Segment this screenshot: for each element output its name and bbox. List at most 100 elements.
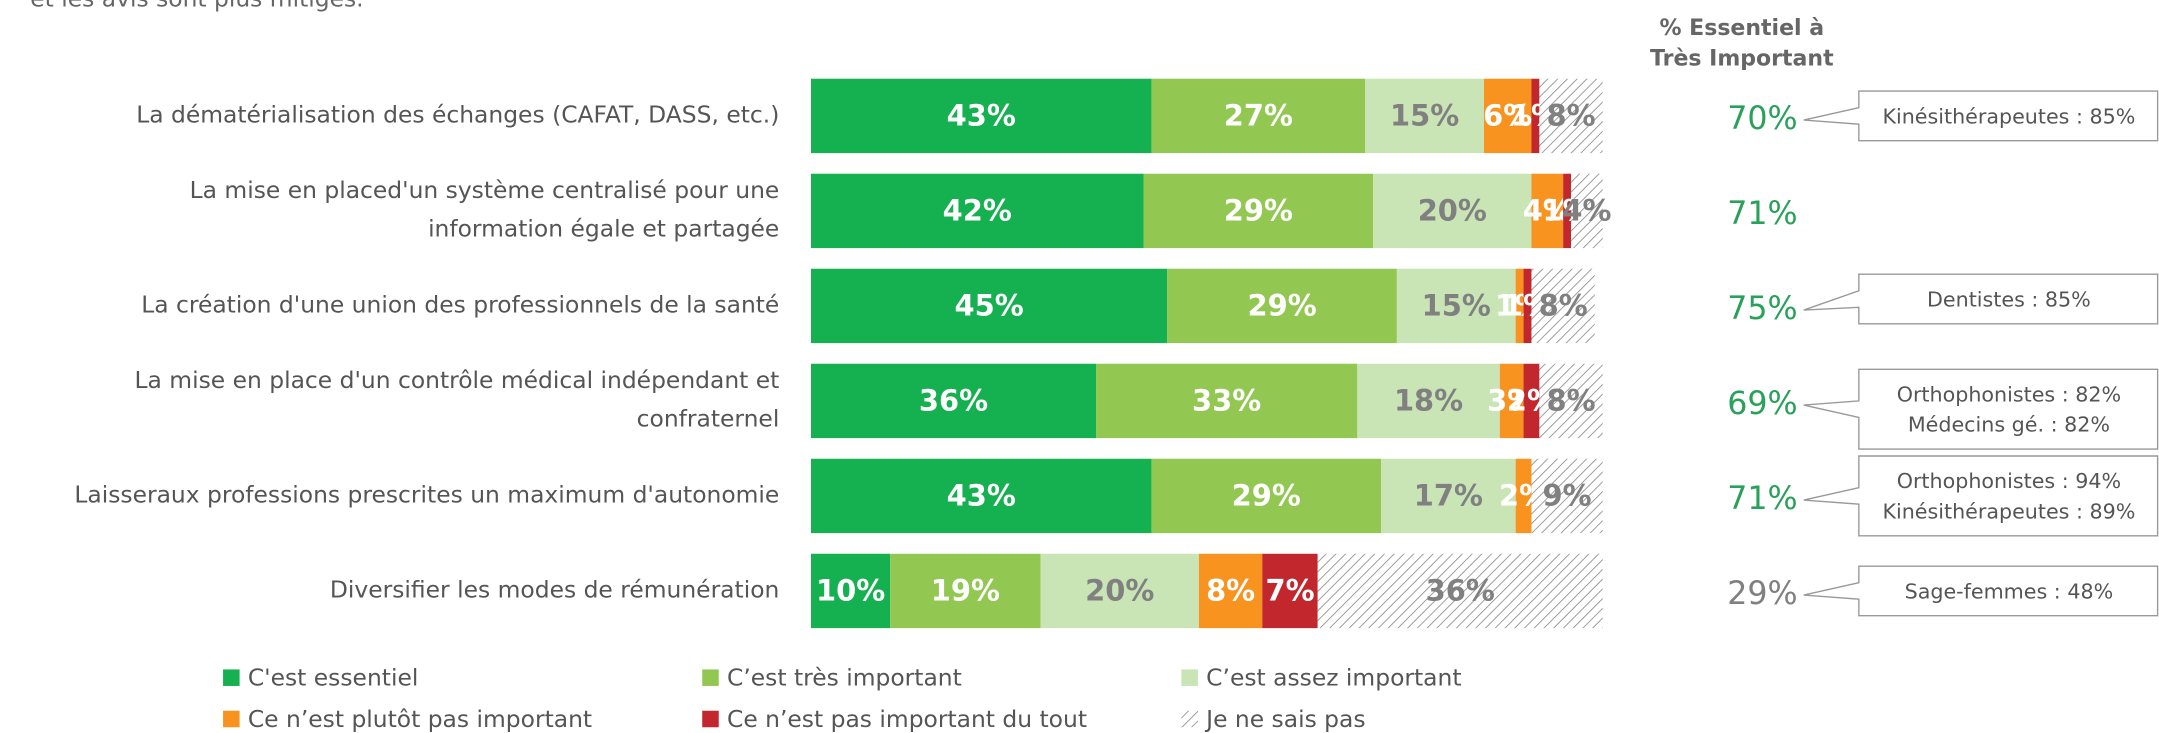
category-label: Diversifier les modes de rémunération bbox=[330, 575, 779, 603]
category-label: La mise en place d'un contrôle médical i… bbox=[134, 366, 779, 394]
data-label: 7% bbox=[1265, 573, 1314, 607]
category-label: Laisseraux professions prescrites un max… bbox=[74, 480, 779, 508]
category-label: confraternel bbox=[637, 405, 780, 433]
callout-box bbox=[1803, 455, 2159, 537]
bar-segment bbox=[811, 173, 1144, 249]
bar-segment bbox=[811, 268, 1168, 344]
callout-text: Kinésithérapeutes : 85% bbox=[1882, 104, 2135, 128]
data-label: 43% bbox=[947, 98, 1016, 132]
bar-segment bbox=[1373, 173, 1532, 249]
legend-label: C’est assez important bbox=[1206, 664, 1461, 692]
data-label: 6% bbox=[1483, 98, 1532, 132]
data-label: 9% bbox=[1543, 478, 1592, 512]
data-label: 4% bbox=[1562, 193, 1611, 227]
callout-text: Médecins gé. : 82% bbox=[1908, 413, 2110, 437]
legend-label: C’est très important bbox=[727, 664, 962, 692]
data-label: 43% bbox=[947, 478, 1016, 512]
bar-segment bbox=[1381, 458, 1516, 534]
bar-segment bbox=[1531, 173, 1564, 249]
summary-value: 29% bbox=[1727, 576, 1797, 612]
bar-segment bbox=[1539, 78, 1603, 154]
callout-text: Orthophonistes : 94% bbox=[1897, 469, 2121, 493]
callout-text: Dentistes : 85% bbox=[1927, 287, 2091, 311]
callout-box bbox=[1803, 565, 2159, 617]
bar-segment bbox=[1396, 268, 1516, 344]
callout-box bbox=[1803, 273, 2159, 325]
data-label: 8% bbox=[1547, 383, 1596, 417]
legend-swatch bbox=[1181, 710, 1198, 728]
data-label: 42% bbox=[943, 193, 1012, 227]
summary-title: % Essentiel à bbox=[1659, 16, 1824, 41]
bar-segment bbox=[1357, 363, 1500, 439]
legend-label: Ce n’est plutôt pas important bbox=[248, 705, 592, 733]
bar-segment bbox=[1040, 553, 1199, 629]
data-label: 8% bbox=[1547, 98, 1596, 132]
data-label: 36% bbox=[1426, 573, 1495, 607]
bar-segment bbox=[1523, 363, 1540, 439]
bar-segment bbox=[890, 553, 1041, 629]
callout-text: Orthophonistes : 82% bbox=[1897, 382, 2121, 406]
callout-box bbox=[1803, 368, 2159, 450]
data-label: 29% bbox=[1232, 478, 1301, 512]
bar-segment bbox=[1483, 78, 1532, 154]
data-label: 10% bbox=[816, 573, 885, 607]
data-label: 33% bbox=[1192, 383, 1261, 417]
data-label: 27% bbox=[1224, 98, 1293, 132]
bar-segment bbox=[1167, 268, 1397, 344]
data-label: 18% bbox=[1394, 383, 1463, 417]
data-label: 8% bbox=[1539, 288, 1588, 322]
bar-segment bbox=[1563, 173, 1572, 249]
data-label: 29% bbox=[1247, 288, 1316, 322]
bar-segment bbox=[1523, 268, 1532, 344]
bar-segment bbox=[1531, 78, 1540, 154]
data-label: 17% bbox=[1414, 478, 1483, 512]
summary-value: 71% bbox=[1727, 196, 1797, 232]
bar-segment bbox=[1531, 458, 1603, 534]
summary-value: 75% bbox=[1727, 291, 1797, 327]
summary-value: 70% bbox=[1727, 101, 1797, 137]
legend-swatch bbox=[223, 669, 240, 686]
legend-swatch bbox=[702, 710, 719, 728]
legend-label: C'est essentiel bbox=[248, 664, 418, 692]
data-label: 29% bbox=[1224, 193, 1293, 227]
legend-label: Je ne sais pas bbox=[1204, 705, 1365, 733]
summary-title: Très Important bbox=[1650, 46, 1834, 71]
bar-segment bbox=[811, 458, 1152, 534]
data-label: 36% bbox=[919, 383, 988, 417]
callout-text: Kinésithérapeutes : 89% bbox=[1882, 499, 2135, 523]
legend-swatch bbox=[223, 710, 240, 728]
data-label: 19% bbox=[931, 573, 1000, 607]
subtitle: et les avis sont plus mitigés. bbox=[30, 0, 363, 13]
category-label: information égale et partagée bbox=[428, 215, 779, 243]
legend-swatch bbox=[702, 669, 719, 686]
data-label: 20% bbox=[1085, 573, 1154, 607]
bar-segment bbox=[1317, 553, 1603, 629]
bar-segment bbox=[811, 363, 1097, 439]
callout-box bbox=[1803, 90, 2159, 142]
legend-label: Ce n’est pas important du tout bbox=[727, 705, 1087, 733]
bar-segment bbox=[1515, 268, 1524, 344]
category-label: La dématérialisation des échanges (CAFAT… bbox=[136, 100, 779, 128]
summary-value: 69% bbox=[1727, 386, 1797, 422]
bar-segment bbox=[1096, 363, 1358, 439]
data-label: 15% bbox=[1422, 288, 1491, 322]
data-label: 45% bbox=[955, 288, 1024, 322]
bar-segment bbox=[1515, 458, 1532, 534]
bar-segment bbox=[1539, 363, 1603, 439]
legend-swatch bbox=[1181, 669, 1198, 686]
bar-segment bbox=[1571, 173, 1603, 249]
bar-segment bbox=[1365, 78, 1484, 154]
bar-segment bbox=[1531, 268, 1595, 344]
bar-segment bbox=[1151, 458, 1382, 534]
data-label: 15% bbox=[1390, 98, 1459, 132]
callout-text: Sage-femmes : 48% bbox=[1905, 579, 2114, 603]
bar-segment bbox=[1143, 173, 1374, 249]
bar-segment bbox=[1198, 553, 1263, 629]
summary-value: 71% bbox=[1727, 481, 1797, 517]
category-label: La création d'une union des professionne… bbox=[141, 290, 779, 318]
bar-segment bbox=[1151, 78, 1366, 154]
data-label: 20% bbox=[1418, 193, 1487, 227]
bar-segment bbox=[811, 78, 1152, 154]
category-label: La mise en placed'un système centralisé … bbox=[190, 176, 780, 204]
